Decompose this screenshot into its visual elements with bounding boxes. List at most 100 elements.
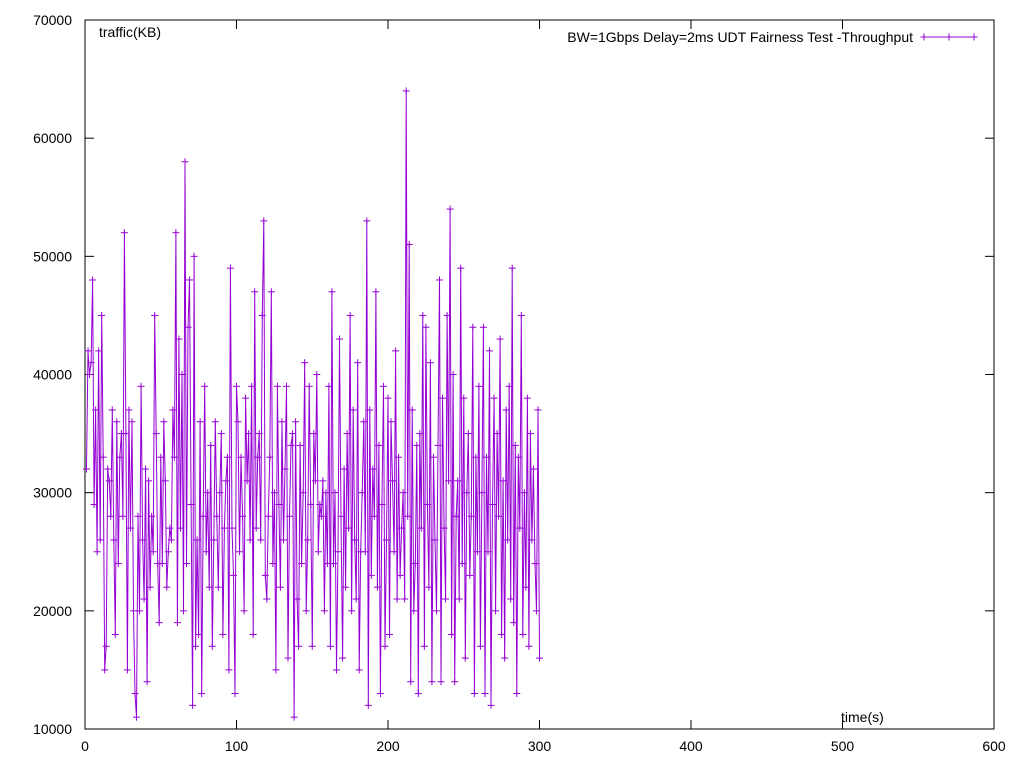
data-point bbox=[249, 630, 257, 638]
data-point bbox=[298, 560, 306, 568]
data-point bbox=[495, 512, 503, 520]
data-point bbox=[313, 371, 321, 378]
data-point bbox=[261, 571, 269, 579]
data-point bbox=[213, 512, 221, 520]
data-point bbox=[342, 583, 350, 591]
data-point bbox=[528, 536, 536, 544]
data-point bbox=[507, 595, 515, 603]
data-point bbox=[404, 512, 412, 520]
data-point bbox=[417, 524, 425, 532]
data-point bbox=[181, 158, 189, 166]
data-point bbox=[133, 713, 141, 721]
data-point bbox=[107, 512, 115, 520]
data-point bbox=[305, 382, 313, 390]
data-point bbox=[234, 418, 242, 426]
data-point bbox=[95, 347, 103, 355]
data-point bbox=[173, 619, 181, 627]
data-point bbox=[445, 477, 453, 485]
y-tick-label: 10000 bbox=[33, 721, 72, 737]
data-point bbox=[308, 642, 316, 650]
data-point bbox=[410, 607, 418, 615]
data-point bbox=[502, 406, 510, 414]
data-point bbox=[384, 394, 392, 402]
data-point bbox=[275, 500, 283, 508]
data-point bbox=[431, 536, 439, 544]
data-point bbox=[440, 524, 448, 532]
data-point bbox=[455, 595, 463, 603]
data-point bbox=[279, 536, 287, 544]
data-point bbox=[199, 512, 207, 520]
data-point bbox=[157, 453, 165, 461]
data-point bbox=[358, 489, 366, 497]
data-point bbox=[183, 560, 191, 568]
x-tick-label: 400 bbox=[679, 738, 703, 754]
data-point bbox=[201, 382, 209, 390]
data-point bbox=[233, 382, 240, 390]
data-point bbox=[113, 418, 121, 426]
data-point bbox=[155, 619, 163, 627]
data-point bbox=[339, 654, 347, 662]
data-point bbox=[245, 430, 253, 438]
data-point bbox=[266, 453, 274, 461]
data-point bbox=[434, 441, 442, 449]
data-point bbox=[105, 477, 113, 485]
data-point bbox=[419, 311, 427, 319]
data-point bbox=[411, 560, 419, 568]
data-point bbox=[251, 288, 259, 296]
data-point bbox=[217, 430, 225, 438]
data-point bbox=[189, 701, 197, 709]
data-point bbox=[269, 560, 277, 568]
data-point bbox=[457, 264, 465, 272]
data-point bbox=[532, 607, 540, 615]
data-point bbox=[225, 666, 233, 674]
legend-markers bbox=[920, 33, 978, 41]
data-point bbox=[317, 512, 325, 520]
data-point bbox=[458, 560, 466, 568]
data-point bbox=[301, 359, 309, 367]
y-tick-label: 20000 bbox=[33, 603, 72, 619]
data-point bbox=[172, 229, 180, 237]
data-point bbox=[208, 642, 216, 650]
data-point bbox=[252, 524, 260, 532]
data-point bbox=[463, 489, 471, 497]
data-point bbox=[345, 524, 353, 532]
data-point bbox=[128, 418, 136, 426]
data-point bbox=[307, 500, 315, 508]
data-point bbox=[101, 666, 109, 674]
data-point bbox=[258, 311, 266, 319]
data-point bbox=[352, 595, 360, 603]
data-point bbox=[84, 347, 92, 355]
data-point bbox=[296, 441, 304, 449]
data-point bbox=[311, 477, 319, 485]
data-point bbox=[490, 394, 498, 402]
data-point bbox=[442, 595, 450, 603]
data-point bbox=[413, 441, 421, 449]
x-tick-label: 200 bbox=[376, 738, 400, 754]
data-point bbox=[361, 548, 369, 556]
data-point bbox=[432, 607, 440, 615]
data-point bbox=[96, 536, 104, 544]
data-point bbox=[292, 418, 300, 426]
data-point bbox=[120, 229, 128, 237]
data-point bbox=[204, 489, 212, 497]
data-point bbox=[439, 394, 447, 402]
x-axis-label: time(s) bbox=[841, 709, 884, 725]
data-point bbox=[179, 607, 187, 615]
data-point bbox=[231, 690, 239, 698]
data-point bbox=[370, 512, 378, 520]
data-point bbox=[145, 477, 153, 485]
data-point bbox=[286, 512, 294, 520]
data-point bbox=[443, 311, 451, 319]
data-point bbox=[134, 512, 142, 520]
data-point bbox=[516, 524, 524, 532]
data-point bbox=[379, 382, 387, 390]
data-point bbox=[392, 347, 400, 355]
data-point bbox=[508, 264, 516, 272]
data-point bbox=[137, 382, 145, 390]
data-point bbox=[337, 512, 345, 520]
data-point bbox=[86, 371, 94, 378]
data-point bbox=[160, 418, 168, 426]
data-point bbox=[142, 465, 150, 473]
data-point bbox=[531, 560, 539, 568]
data-point bbox=[393, 595, 401, 603]
